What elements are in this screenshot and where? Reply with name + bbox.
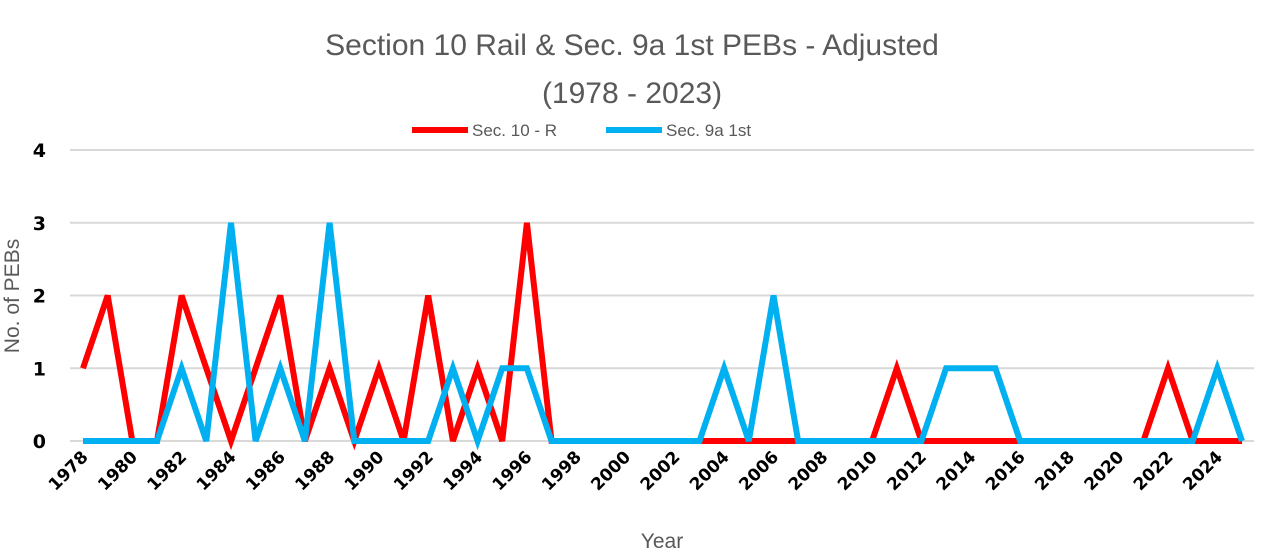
chart-title-line2: (1978 - 2023): [542, 77, 722, 110]
x-axis-label: Year: [641, 530, 683, 553]
x-tick-label: 1984: [193, 447, 241, 495]
series-line-sec10-r: [80, 222, 1242, 451]
series-lines: [80, 222, 1245, 451]
x-tick-label: 2004: [686, 447, 734, 495]
x-tick-label: 2006: [735, 447, 783, 495]
x-tick-label: 2002: [637, 447, 685, 495]
y-axis-label: No. of PEBs: [1, 239, 24, 353]
x-tick-label: 2014: [933, 447, 981, 495]
chart-title-line1: Section 10 Rail & Sec. 9a 1st PEBs - Adj…: [325, 29, 939, 62]
x-axis-ticks: 1978 1980 1982 1984 1986 1988 1990 1992 1994 1996…: [45, 447, 1227, 495]
legend: Sec. 10 - R Sec. 9a 1st: [412, 121, 751, 140]
x-tick-label: 1996: [489, 447, 537, 495]
x-tick-label: 2000: [587, 447, 635, 495]
x-tick-label: 1994: [439, 447, 487, 495]
x-tick-label: 1982: [144, 447, 192, 495]
x-tick-label: 1978: [45, 447, 93, 495]
x-tick-label: 2010: [834, 447, 882, 495]
series-line-sec9a-1st: [83, 222, 1245, 451]
x-tick-label: 2024: [1179, 447, 1227, 495]
legend-label-sec9a: Sec. 9a 1st: [666, 121, 751, 140]
x-tick-label: 2018: [1031, 447, 1079, 495]
x-tick-label: 1980: [94, 447, 142, 495]
x-tick-label: 2016: [982, 447, 1030, 495]
x-tick-label: 1990: [341, 447, 389, 495]
x-tick-label: 1998: [538, 447, 586, 495]
y-tick-label: 0: [33, 431, 46, 453]
y-tick-label: 4: [33, 140, 46, 162]
x-tick-label: 1986: [242, 447, 290, 495]
y-axis-ticks: 0 1 2 3 4: [33, 140, 46, 453]
x-tick-label: 1988: [292, 447, 340, 495]
y-tick-label: 3: [33, 213, 46, 235]
x-tick-label: 1992: [390, 447, 438, 495]
x-tick-label: 2022: [1130, 447, 1178, 495]
x-tick-label: 2012: [883, 447, 931, 495]
legend-label-sec10: Sec. 10 - R: [472, 121, 557, 140]
y-tick-label: 2: [33, 286, 46, 308]
x-tick-label: 2020: [1081, 447, 1129, 495]
y-tick-label: 1: [33, 358, 46, 380]
x-tick-label: 2008: [785, 447, 833, 495]
